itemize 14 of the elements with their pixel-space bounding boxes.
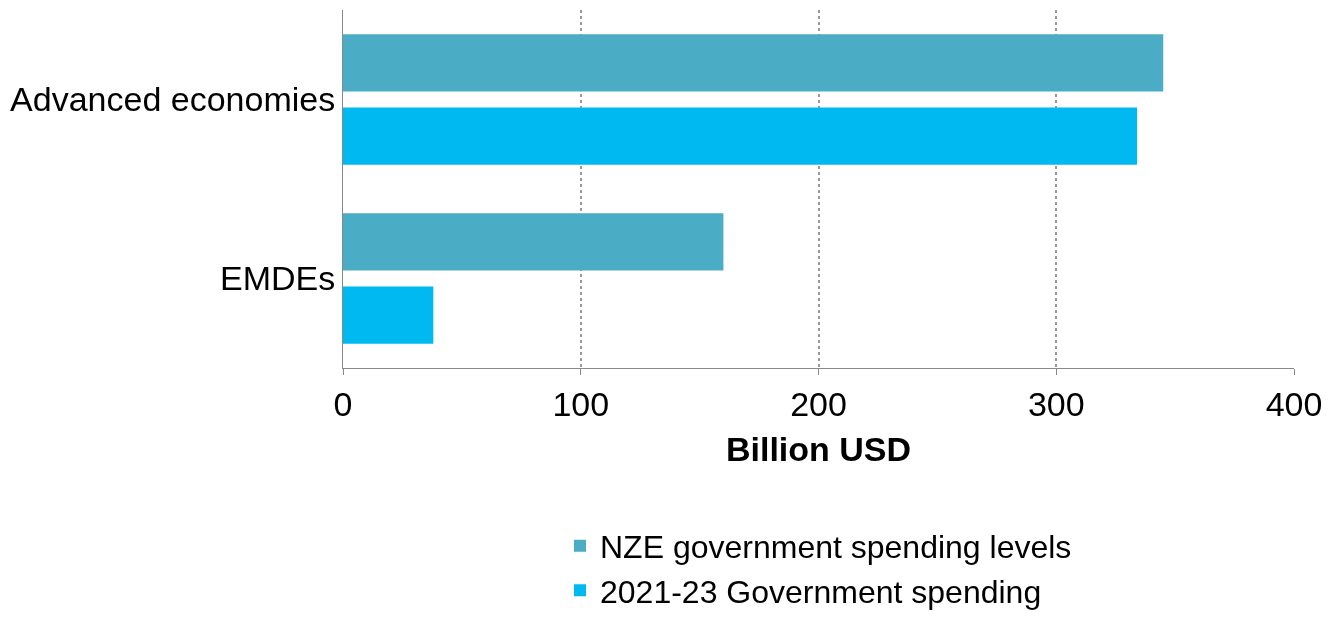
legend-label: 2021-23 Government spending bbox=[600, 573, 1042, 610]
legend-label: NZE government spending levels bbox=[600, 529, 1072, 566]
bar bbox=[343, 286, 434, 344]
bar bbox=[343, 34, 1164, 92]
x-tick-label: 200 bbox=[790, 384, 847, 423]
x-tick-label: 0 bbox=[333, 384, 353, 423]
x-tick-label: 300 bbox=[1027, 384, 1085, 423]
x-tick-label: 400 bbox=[1265, 384, 1323, 423]
x-axis-title: Billion USD bbox=[725, 430, 912, 469]
bar bbox=[343, 107, 1138, 165]
x-tick-label: 100 bbox=[552, 384, 610, 423]
y-tick-label: EMDEs bbox=[219, 259, 336, 298]
bar bbox=[343, 213, 724, 271]
y-tick-label: Advanced economies bbox=[10, 80, 336, 119]
